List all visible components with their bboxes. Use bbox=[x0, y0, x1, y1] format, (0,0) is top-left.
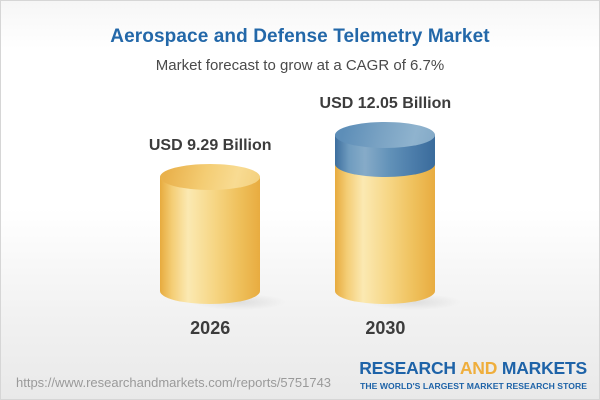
value-label-2026: USD 9.29 Billion bbox=[148, 137, 272, 154]
bar-group-2030: USD 12.05 Billion 2030 bbox=[319, 95, 466, 338]
category-label-2026: 2026 bbox=[190, 318, 231, 338]
bar-chart: USD 9.29 Billion 2026 USD 12.05 Billion … bbox=[1, 1, 599, 338]
logo-word-and: AND bbox=[459, 358, 498, 378]
cylinder-2026-body bbox=[160, 177, 261, 304]
cylinder-2026-top bbox=[160, 164, 261, 190]
category-label-2030: 2030 bbox=[365, 318, 406, 338]
value-label-2030: USD 12.05 Billion bbox=[319, 95, 452, 112]
chart-header: Aerospace and Defense Telemetry Market M… bbox=[1, 26, 599, 74]
chart-title: Aerospace and Defense Telemetry Market bbox=[110, 26, 490, 47]
logo-word-markets: MARKETS bbox=[501, 358, 587, 378]
logo-wordmark: RESEARCH AND MARKETS bbox=[359, 358, 587, 379]
logo-tagline: THE WORLD'S LARGEST MARKET RESEARCH STOR… bbox=[360, 381, 587, 391]
logo-word-research: RESEARCH bbox=[359, 358, 456, 378]
bar-group-2026: USD 9.29 Billion 2026 bbox=[148, 137, 291, 338]
cylinder-2030 bbox=[335, 122, 466, 311]
research-and-markets-logo[interactable]: RESEARCH AND MARKETS THE WORLD'S LARGEST… bbox=[359, 358, 587, 391]
chart-subtitle: Market forecast to grow at a CAGR of 6.7… bbox=[155, 57, 445, 74]
report-url-link[interactable]: https://www.researchandmarkets.com/repor… bbox=[16, 375, 332, 390]
cylinder-2026 bbox=[160, 164, 291, 311]
cylinder-2030-top bbox=[335, 122, 436, 148]
